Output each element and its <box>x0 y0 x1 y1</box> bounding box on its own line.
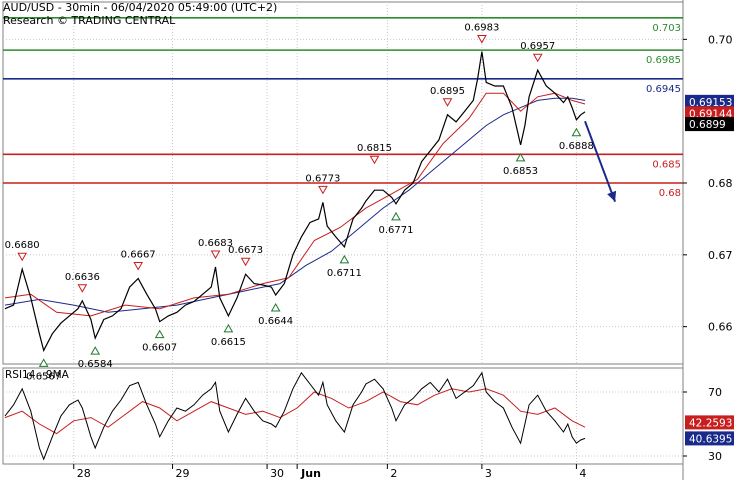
price-series-line-0 <box>4 51 586 353</box>
swing-high-marker-17 <box>532 53 543 63</box>
swing-low-label-5: 0.6607 <box>142 343 177 354</box>
price-series-line-2 <box>4 97 586 313</box>
x-tick-label-2: 30 <box>270 467 284 480</box>
swing-low-label-7: 0.6615 <box>211 337 246 348</box>
price-box-1 <box>685 106 734 121</box>
x-tick-label-6: 4 <box>579 467 586 480</box>
swing-high-label-2: 0.6636 <box>65 272 100 283</box>
price-tick-label-2: 0.67 <box>708 249 733 262</box>
swing-high-label-4: 0.6667 <box>121 250 156 261</box>
price-tick-label-0: 0.70 <box>708 33 733 46</box>
swing-high-label-12: 0.6815 <box>357 143 392 154</box>
swing-high-marker-2 <box>77 284 88 293</box>
price-box-2 <box>685 117 734 132</box>
indicator-title: RSI14 - 9MA <box>5 369 70 381</box>
swing-high-label-6: 0.6683 <box>198 238 233 249</box>
price-box-label-2: 0.6899 <box>689 119 726 131</box>
level-label-3: 0.685 <box>652 159 681 170</box>
indicator-box-label-1: 40.6395 <box>689 433 732 445</box>
price-tick-label-3: 0.66 <box>708 321 733 334</box>
x-tick-label-3: Jun <box>300 467 321 480</box>
level-label-1: 0.6985 <box>646 55 681 66</box>
x-tick-label-0: 28 <box>77 467 91 480</box>
level-label-4: 0.68 <box>659 188 681 199</box>
indicator-tick-label-1: 30 <box>708 450 722 463</box>
swing-low-label-3: 0.6584 <box>78 359 113 370</box>
swing-low-label-11: 0.6711 <box>327 268 362 279</box>
price-tick-label-1: 0.68 <box>708 177 733 190</box>
indicator-box-1 <box>685 431 734 446</box>
swing-high-label-0: 0.6680 <box>5 240 40 251</box>
swing-low-marker-13 <box>391 211 401 221</box>
price-box-label-0: 0.69153 <box>689 97 732 109</box>
swing-low-label-9: 0.6644 <box>258 316 293 327</box>
forecast-arrow-line <box>584 120 617 203</box>
swing-low-marker-9 <box>270 303 281 312</box>
swing-high-label-15: 0.6983 <box>464 23 499 34</box>
level-label-2: 0.6945 <box>646 84 681 95</box>
swing-low-label-13: 0.6771 <box>378 225 413 236</box>
swing-low-marker-18 <box>571 127 582 137</box>
swing-high-marker-6 <box>210 250 221 260</box>
x-tick-label-4: 2 <box>390 467 397 480</box>
level-label-0: 0.703 <box>652 23 681 34</box>
swing-high-marker-0 <box>17 252 28 262</box>
swing-high-marker-15 <box>477 35 487 44</box>
indicator-box-0 <box>685 415 734 430</box>
swing-high-marker-4 <box>133 262 144 271</box>
swing-low-marker-16 <box>515 152 526 162</box>
price-box-0 <box>685 94 734 109</box>
price-series-line-1 <box>4 92 586 317</box>
swing-high-marker-8 <box>240 257 251 267</box>
indicator-tick-label-0: 70 <box>708 386 722 399</box>
swing-low-marker-5 <box>154 329 165 339</box>
swing-high-label-10: 0.6773 <box>305 173 340 184</box>
swing-high-marker-10 <box>318 185 328 195</box>
x-tick-label-5: 3 <box>485 467 492 480</box>
swing-low-marker-3 <box>90 346 101 355</box>
swing-high-label-17: 0.6957 <box>520 41 555 52</box>
indicator-panel-frame <box>2 367 684 465</box>
chart-title: AUD/USD - 30min - 06/04/2020 05:49:00 (U… <box>3 1 278 14</box>
swing-high-label-14: 0.6895 <box>430 86 465 97</box>
swing-low-label-16: 0.6853 <box>503 166 538 177</box>
x-tick-label-1: 29 <box>176 467 190 480</box>
swing-low-label-1: 0.6567 <box>26 371 61 382</box>
swing-high-marker-14 <box>442 98 453 107</box>
swing-high-marker-12 <box>369 155 380 165</box>
chart-source: Research © TRADING CENTRAL <box>3 14 176 27</box>
indicator-series-line-1 <box>4 388 586 435</box>
indicator-box-label-0: 42.2593 <box>689 417 732 429</box>
swing-low-marker-1 <box>38 358 49 367</box>
swing-low-label-18: 0.6888 <box>559 141 594 152</box>
swing-low-marker-11 <box>339 254 350 264</box>
swing-high-label-8: 0.6673 <box>228 245 263 256</box>
swing-low-marker-7 <box>223 323 234 333</box>
indicator-series-line-0 <box>4 371 586 461</box>
forecast-arrow-head <box>607 190 617 202</box>
